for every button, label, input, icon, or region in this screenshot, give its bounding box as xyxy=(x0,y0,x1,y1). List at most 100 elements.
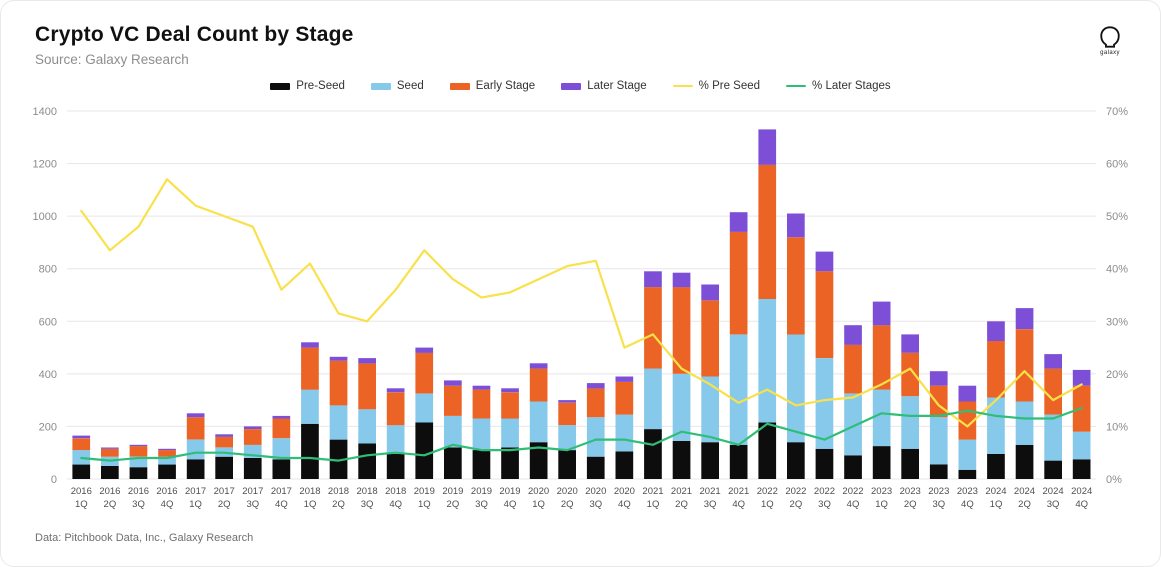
bar-segment-seed[interactable] xyxy=(1072,431,1091,460)
bar-segment-pre-seed[interactable] xyxy=(386,454,405,479)
bar-segment-pre-seed[interactable] xyxy=(787,442,805,479)
bar-segment-pre-seed[interactable] xyxy=(872,446,891,479)
bar-segment-later-stage[interactable] xyxy=(72,435,91,439)
bar-segment-early-stage[interactable] xyxy=(186,417,205,440)
bar-segment-later-stage[interactable] xyxy=(243,426,262,429)
bar-segment-early-stage[interactable] xyxy=(243,429,262,445)
bar-segment-pre-seed[interactable] xyxy=(272,459,291,479)
bar-segment-early-stage[interactable] xyxy=(987,341,1005,398)
bar-segment-seed[interactable] xyxy=(844,393,862,456)
bar-segment-pre-seed[interactable] xyxy=(844,455,862,479)
bar-segment-early-stage[interactable] xyxy=(301,347,319,390)
bar-segment-later-stage[interactable] xyxy=(815,251,834,272)
bar-segment-pre-seed[interactable] xyxy=(929,464,948,480)
bar-segment-seed[interactable] xyxy=(529,401,548,443)
bar-segment-early-stage[interactable] xyxy=(729,231,748,335)
legend-item-seed[interactable]: Seed xyxy=(370,80,424,92)
bar-segment-pre-seed[interactable] xyxy=(1015,444,1034,479)
bar-segment-seed[interactable] xyxy=(329,405,348,440)
bar-segment-pre-seed[interactable] xyxy=(558,450,576,479)
bar-segment-pre-seed[interactable] xyxy=(186,459,205,479)
bar-segment-pre-seed[interactable] xyxy=(215,456,233,479)
bar-segment-later-stage[interactable] xyxy=(501,388,519,393)
bar-segment-seed[interactable] xyxy=(787,334,805,443)
bar-segment-early-stage[interactable] xyxy=(1015,329,1034,402)
bar-segment-pre-seed[interactable] xyxy=(72,464,91,480)
bar-segment-pre-seed[interactable] xyxy=(158,464,176,480)
bar-segment-later-stage[interactable] xyxy=(1044,354,1062,369)
bar-segment-seed[interactable] xyxy=(186,439,205,460)
bar-segment-early-stage[interactable] xyxy=(615,381,634,415)
bar-segment-pre-seed[interactable] xyxy=(472,450,491,479)
legend-item-early-stage[interactable]: Early Stage xyxy=(449,80,535,92)
bar-segment-seed[interactable] xyxy=(815,358,834,449)
bar-segment-later-stage[interactable] xyxy=(644,271,662,288)
bar-segment-later-stage[interactable] xyxy=(1072,369,1091,386)
bar-segment-seed[interactable] xyxy=(358,409,376,444)
bar-segment-later-stage[interactable] xyxy=(1015,308,1034,330)
bar-segment-later-stage[interactable] xyxy=(415,347,434,353)
bar-segment-seed[interactable] xyxy=(415,393,434,423)
bar-segment-seed[interactable] xyxy=(929,417,948,465)
bar-segment-later-stage[interactable] xyxy=(729,212,748,232)
bar-segment-later-stage[interactable] xyxy=(215,434,233,437)
bar-segment-early-stage[interactable] xyxy=(272,418,291,439)
bar-segment-pre-seed[interactable] xyxy=(987,454,1005,479)
bar-segment-later-stage[interactable] xyxy=(701,284,719,301)
bar-segment-later-stage[interactable] xyxy=(186,413,205,418)
bar-segment-early-stage[interactable] xyxy=(901,352,919,397)
bar-segment-pre-seed[interactable] xyxy=(615,451,634,479)
bar-segment-early-stage[interactable] xyxy=(929,385,948,418)
bar-segment-early-stage[interactable] xyxy=(1044,368,1062,415)
bar-segment-early-stage[interactable] xyxy=(215,436,233,448)
bar-segment-pre-seed[interactable] xyxy=(644,429,662,479)
bar-segment-pre-seed[interactable] xyxy=(444,447,462,480)
bar-segment-pre-seed[interactable] xyxy=(758,422,777,480)
bar-segment-pre-seed[interactable] xyxy=(901,448,919,479)
bar-segment-seed[interactable] xyxy=(758,298,777,423)
bar-segment-pre-seed[interactable] xyxy=(415,422,434,480)
line-pre-seed[interactable] xyxy=(80,178,1083,428)
bar-segment-pre-seed[interactable] xyxy=(815,448,834,479)
bar-segment-seed[interactable] xyxy=(472,418,491,451)
bar-segment-later-stage[interactable] xyxy=(358,358,376,364)
bar-segment-later-stage[interactable] xyxy=(987,321,1005,341)
bar-segment-later-stage[interactable] xyxy=(844,325,862,345)
bar-segment-later-stage[interactable] xyxy=(158,448,176,451)
bar-segment-early-stage[interactable] xyxy=(558,402,576,426)
bar-segment-pre-seed[interactable] xyxy=(958,469,977,479)
bar-segment-seed[interactable] xyxy=(558,425,576,451)
bar-segment-early-stage[interactable] xyxy=(329,360,348,406)
bar-segment-seed[interactable] xyxy=(987,397,1005,455)
bar-segment-later-stage[interactable] xyxy=(472,385,491,390)
bar-segment-seed[interactable] xyxy=(901,396,919,449)
legend-item-pre-seed[interactable]: Pre-Seed xyxy=(270,80,345,92)
bar-segment-seed[interactable] xyxy=(386,425,405,454)
bar-segment-seed[interactable] xyxy=(644,368,662,430)
bar-segment-early-stage[interactable] xyxy=(586,388,605,418)
bar-segment-later-stage[interactable] xyxy=(529,363,548,369)
legend-item-later-stages[interactable]: % Later Stages xyxy=(786,80,891,92)
bar-segment-later-stage[interactable] xyxy=(872,301,891,326)
bar-segment-later-stage[interactable] xyxy=(615,376,634,382)
bar-segment-later-stage[interactable] xyxy=(558,400,576,403)
bar-segment-early-stage[interactable] xyxy=(872,325,891,390)
bar-segment-early-stage[interactable] xyxy=(815,271,834,358)
bar-segment-seed[interactable] xyxy=(672,373,691,441)
bar-segment-pre-seed[interactable] xyxy=(729,444,748,479)
bar-segment-later-stage[interactable] xyxy=(958,385,977,402)
bar-segment-later-stage[interactable] xyxy=(101,447,119,449)
bar-segment-pre-seed[interactable] xyxy=(101,465,119,479)
bar-segment-pre-seed[interactable] xyxy=(501,447,519,480)
legend-item-later-stage[interactable]: Later Stage xyxy=(561,80,647,92)
bar-segment-early-stage[interactable] xyxy=(529,368,548,402)
bar-segment-seed[interactable] xyxy=(1015,401,1034,445)
bar-segment-early-stage[interactable] xyxy=(672,287,691,374)
bar-segment-early-stage[interactable] xyxy=(386,392,405,426)
bar-segment-later-stage[interactable] xyxy=(787,213,805,238)
bar-segment-pre-seed[interactable] xyxy=(672,440,691,479)
bar-segment-later-stage[interactable] xyxy=(901,334,919,353)
bar-segment-early-stage[interactable] xyxy=(72,438,91,451)
bar-segment-pre-seed[interactable] xyxy=(1044,460,1062,479)
bar-segment-pre-seed[interactable] xyxy=(329,439,348,479)
